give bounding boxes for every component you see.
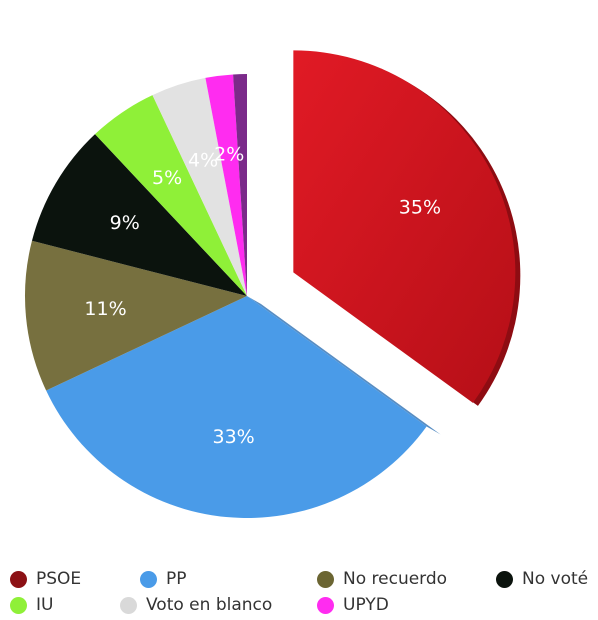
legend-swatch (10, 570, 27, 588)
legend-item-upyd: UPYD (317, 594, 389, 616)
legend-swatch (496, 570, 513, 588)
pie-slice-no-recuerdo (24, 240, 247, 391)
legend-swatch (10, 596, 27, 614)
slice-label: 35% (399, 196, 441, 218)
legend-label: No voté (522, 569, 589, 589)
legend-swatch (140, 570, 157, 588)
pie-slice-upyd (205, 74, 247, 296)
legend-item-psoe: PSOE (10, 568, 81, 590)
legend-label: UPYD (343, 595, 389, 615)
legend-label: No recuerdo (343, 569, 448, 589)
slice-label: 4% (188, 149, 218, 171)
legend-label: IU (36, 595, 54, 615)
slice-label: 2% (214, 144, 244, 166)
legend-swatch (317, 596, 334, 614)
slice-label: 11% (84, 298, 126, 320)
legend-item-pp: PP (140, 568, 187, 590)
legend-swatch (120, 596, 137, 614)
slice-label: 9% (110, 212, 140, 234)
legend: PSOE PP No recuerdo No voté IU Voto en b… (10, 568, 598, 620)
pie-slice-voto-en-blanco (152, 77, 247, 297)
pie-slice-other (233, 74, 247, 296)
slice-label: 33% (213, 426, 255, 448)
pie-slice-edge (247, 296, 441, 435)
legend-item-iu: IU (10, 594, 53, 616)
pie-slice-pp (46, 296, 427, 518)
legend-label: PSOE (36, 569, 82, 589)
legend-label: Voto en blanco (146, 595, 273, 615)
pie-slice-psoe (293, 50, 516, 403)
legend-label: PP (166, 569, 187, 589)
pie-slice-no-vot- (31, 134, 248, 296)
pie-slice-iu (95, 95, 247, 297)
slice-label: 5% (152, 167, 182, 189)
legend-swatch (317, 570, 334, 588)
legend-item-voto-en-blanco: Voto en blanco (120, 594, 272, 616)
legend-item-no-vote: No voté (496, 568, 588, 590)
legend-item-no-recuerdo: No recuerdo (317, 568, 447, 590)
pie-chart: 35% 33% 11% 9% 5% 4%2% (24, 50, 521, 518)
